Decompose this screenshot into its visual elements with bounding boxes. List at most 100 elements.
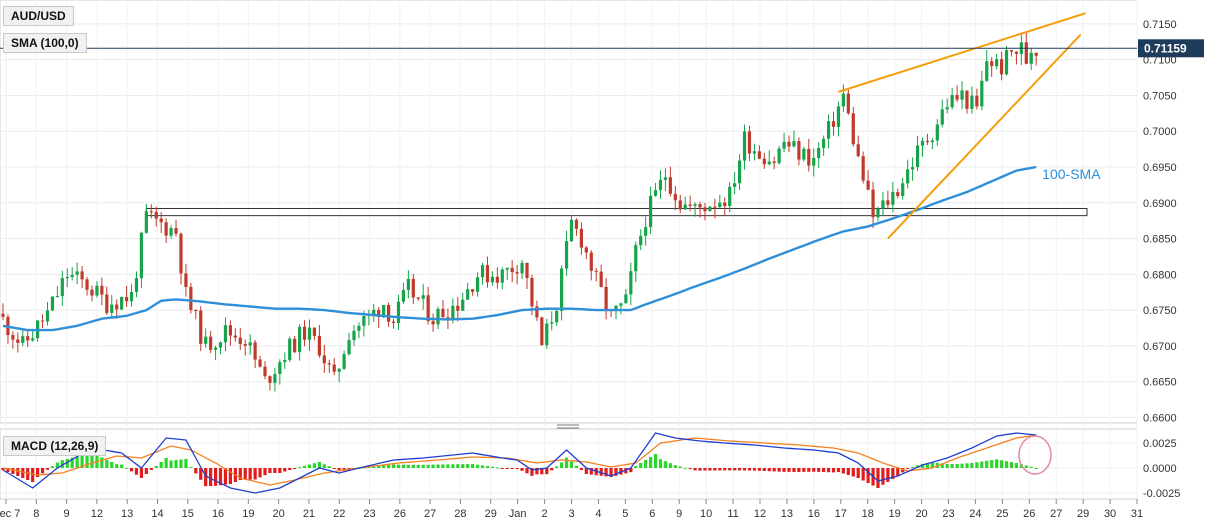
macd-hist-bar: [441, 464, 445, 468]
candle-body: [213, 347, 218, 350]
macd-hist-bar: [45, 468, 50, 470]
x-tick-label: 16: [808, 508, 820, 520]
candle-body: [653, 190, 658, 196]
candle-body: [268, 376, 272, 383]
price-tick-label: 0.6950: [1143, 162, 1177, 174]
macd-hist-bar: [500, 468, 504, 469]
candle-body: [362, 316, 366, 326]
candle-body: [386, 304, 391, 322]
macd-hist-bar: [999, 460, 1004, 468]
last-price-value: 0.71159: [1144, 41, 1187, 55]
macd-hist-bar: [831, 468, 836, 473]
candle-body: [846, 93, 850, 114]
candle-body: [21, 336, 25, 343]
macd-signal-line: [2, 434, 1037, 486]
candle-body: [1009, 50, 1014, 52]
candle-body: [327, 363, 331, 365]
candle-body: [144, 211, 148, 233]
macd-hist-bar: [579, 468, 583, 470]
macd-hist-bar: [1, 468, 5, 470]
macd-hist-bar: [471, 464, 475, 468]
candle-body: [332, 364, 336, 372]
macd-hist-bar: [510, 468, 514, 469]
candle-body: [421, 295, 425, 299]
candle-body: [792, 141, 796, 147]
candle-body: [317, 335, 321, 356]
candle-body: [456, 305, 460, 311]
candle-body: [589, 252, 593, 271]
macd-hist-bar: [604, 468, 608, 477]
macd-hist-bar: [515, 468, 519, 469]
candle-body: [134, 278, 139, 292]
macd-hist-bar: [60, 460, 64, 468]
candle-body: [189, 286, 193, 311]
x-tick-label: 19: [242, 508, 254, 520]
macd-hist-bar: [826, 468, 831, 473]
candle-body: [436, 308, 440, 325]
macd-hist-bar: [683, 467, 687, 469]
candle-body: [530, 278, 534, 307]
candle-body: [124, 296, 129, 302]
macd-hist-bar: [703, 468, 707, 471]
candle-body: [1014, 51, 1019, 54]
candle-body: [861, 156, 865, 181]
sma-100-line: [2, 165, 1037, 332]
candle-body: [935, 124, 939, 141]
candle-body: [1024, 42, 1028, 64]
macd-hist-bar: [337, 468, 341, 471]
macd-hist-bar: [322, 464, 326, 468]
candle-body: [1029, 52, 1033, 64]
candle-body: [703, 207, 707, 212]
candle-body: [520, 262, 524, 274]
candle-body: [377, 309, 381, 317]
candle-body: [258, 359, 262, 367]
price-tick-label: 0.6600: [1143, 412, 1177, 424]
macd-hist-bar: [372, 466, 376, 468]
candle-body: [243, 343, 247, 346]
macd-hist-bar: [298, 467, 302, 469]
candle-body: [90, 289, 94, 296]
candle-body: [540, 317, 544, 346]
candle-body: [812, 158, 816, 166]
candle-body: [70, 274, 74, 278]
candle-body: [461, 299, 465, 311]
macd-hist-bar: [124, 467, 129, 469]
x-tick-label: 25: [996, 508, 1008, 520]
candle-body: [639, 235, 643, 246]
price-tick-label: 0.7050: [1143, 90, 1177, 102]
candle-body: [75, 271, 79, 275]
candle-body: [841, 93, 845, 107]
candle-body: [930, 140, 934, 143]
macd-hist-bar: [327, 466, 331, 468]
x-tick-label: 11: [727, 508, 738, 520]
candle-body: [579, 228, 583, 248]
macd-hist-bar: [347, 468, 351, 470]
macd-hist-bar: [129, 468, 134, 472]
macd-hist-bar: [925, 463, 930, 468]
macd-hist-bar: [896, 468, 900, 477]
candle-body: [940, 109, 944, 125]
candle-body: [312, 327, 317, 336]
macd-hist-bar: [836, 468, 841, 472]
macd-hist-bar: [446, 464, 450, 468]
macd-hist-bar: [475, 464, 480, 468]
candle-body: [65, 277, 69, 279]
candle-body: [194, 310, 198, 312]
x-tick-label: Jan: [509, 508, 527, 520]
price-tick-label: 0.6700: [1143, 341, 1177, 353]
macd-hist-bar: [1034, 468, 1038, 469]
macd-hist-bar: [367, 466, 371, 468]
macd-hist-bar: [120, 464, 124, 468]
macd-hist-bar: [639, 463, 643, 468]
macd-hist-bar: [302, 465, 307, 468]
candle-body: [45, 310, 50, 322]
x-tick-label: 12: [754, 508, 766, 520]
candle-body: [209, 336, 213, 350]
macd-hist-bar: [752, 468, 757, 471]
price-tick-label: 0.7000: [1143, 126, 1177, 138]
macd-hist-bar: [560, 462, 564, 468]
candle-body: [154, 211, 158, 219]
candle-body: [728, 186, 732, 207]
macd-hist-bar: [634, 466, 638, 468]
macd-hist-bar: [911, 467, 915, 468]
